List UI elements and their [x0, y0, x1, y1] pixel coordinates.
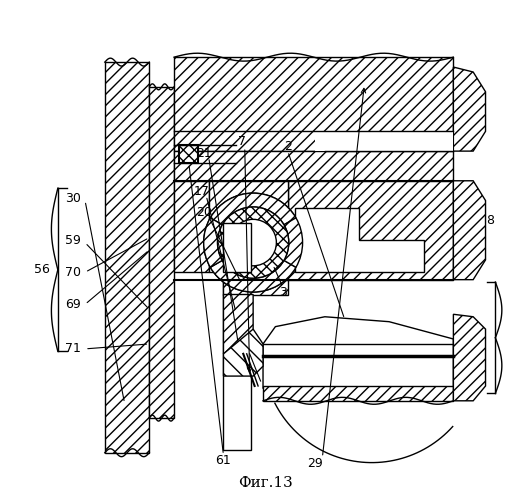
Text: Фиг.13: Фиг.13: [238, 476, 293, 490]
Polygon shape: [105, 62, 149, 452]
Wedge shape: [210, 260, 296, 292]
Text: 61: 61: [216, 454, 232, 466]
Circle shape: [204, 193, 303, 292]
Circle shape: [218, 207, 289, 278]
Text: 70: 70: [65, 266, 81, 279]
Bar: [224, 223, 251, 272]
Text: 7: 7: [238, 134, 246, 147]
Polygon shape: [453, 181, 485, 280]
Polygon shape: [224, 280, 288, 294]
Polygon shape: [209, 262, 288, 272]
Polygon shape: [453, 314, 485, 401]
Wedge shape: [284, 218, 303, 268]
Text: 17: 17: [193, 185, 209, 198]
Polygon shape: [224, 294, 253, 354]
Bar: [224, 272, 251, 450]
Text: 69: 69: [65, 298, 81, 311]
Text: 3: 3: [279, 286, 287, 298]
Polygon shape: [224, 329, 263, 376]
Text: 59: 59: [65, 234, 81, 246]
Polygon shape: [263, 317, 453, 388]
Polygon shape: [149, 87, 174, 418]
Text: 21: 21: [196, 147, 211, 160]
Polygon shape: [174, 57, 453, 151]
Text: 2: 2: [284, 140, 292, 152]
Polygon shape: [453, 67, 485, 151]
Circle shape: [230, 220, 276, 266]
Text: 8: 8: [486, 214, 494, 227]
Polygon shape: [174, 151, 453, 181]
Bar: [179, 144, 198, 164]
Wedge shape: [210, 193, 296, 225]
Text: 30: 30: [65, 192, 81, 204]
Text: 29: 29: [307, 457, 323, 470]
Polygon shape: [295, 208, 424, 272]
Polygon shape: [315, 132, 453, 151]
Polygon shape: [288, 181, 453, 280]
Polygon shape: [209, 181, 288, 223]
Polygon shape: [174, 181, 209, 272]
Text: 71: 71: [65, 342, 81, 355]
Polygon shape: [325, 134, 424, 143]
Wedge shape: [204, 218, 222, 268]
Text: 56: 56: [34, 264, 50, 276]
Polygon shape: [263, 386, 453, 401]
Text: 20: 20: [196, 206, 212, 220]
